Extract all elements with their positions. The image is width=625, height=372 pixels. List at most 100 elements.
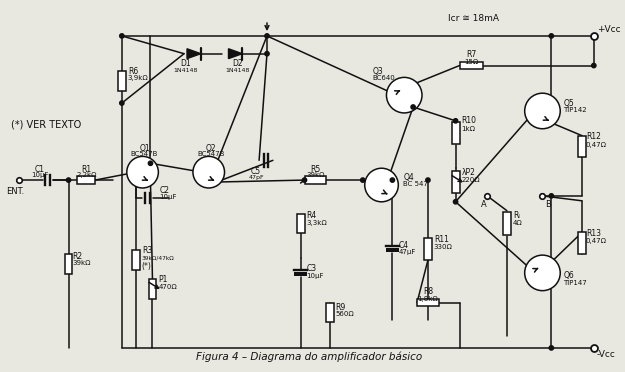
Bar xyxy=(424,238,432,260)
Text: 10μF: 10μF xyxy=(306,273,324,279)
Text: R9: R9 xyxy=(335,303,346,312)
Circle shape xyxy=(361,178,365,182)
Text: R7: R7 xyxy=(466,50,476,59)
Text: R11: R11 xyxy=(434,235,449,244)
Text: 470Ω: 470Ω xyxy=(158,284,177,290)
Text: BC547B: BC547B xyxy=(197,151,224,157)
Text: Q4: Q4 xyxy=(403,173,414,182)
Text: TIP147: TIP147 xyxy=(563,280,587,286)
Text: Rₗ: Rₗ xyxy=(513,211,519,220)
Text: R3: R3 xyxy=(142,246,152,255)
Text: R6: R6 xyxy=(127,67,138,76)
Bar xyxy=(78,176,95,184)
Circle shape xyxy=(592,63,596,68)
Text: 560Ω: 560Ω xyxy=(335,311,354,317)
Circle shape xyxy=(265,51,269,56)
Circle shape xyxy=(119,101,124,105)
Bar xyxy=(132,250,140,270)
Circle shape xyxy=(265,34,269,38)
Bar xyxy=(326,302,334,322)
Text: 39kΩ/47kΩ: 39kΩ/47kΩ xyxy=(142,256,174,260)
Circle shape xyxy=(193,156,224,188)
Bar xyxy=(149,279,156,299)
Text: Q6: Q6 xyxy=(563,271,574,280)
Text: R8: R8 xyxy=(423,287,433,296)
Text: 330Ω: 330Ω xyxy=(434,244,452,250)
Text: R2: R2 xyxy=(72,251,82,261)
Text: +Vcc: +Vcc xyxy=(597,25,621,33)
Text: Q3: Q3 xyxy=(372,67,383,76)
Text: R5: R5 xyxy=(310,165,321,174)
Circle shape xyxy=(549,346,554,350)
Bar xyxy=(452,122,459,144)
Text: C1: C1 xyxy=(35,165,45,174)
Text: 39kΩ: 39kΩ xyxy=(306,172,324,178)
Text: TIP142: TIP142 xyxy=(563,107,587,113)
Circle shape xyxy=(302,178,307,182)
Bar xyxy=(503,212,511,235)
Bar xyxy=(578,232,586,254)
Text: BC547B: BC547B xyxy=(131,151,158,157)
Bar xyxy=(294,272,307,276)
Text: D2: D2 xyxy=(232,59,242,68)
Text: BC 547: BC 547 xyxy=(403,181,428,187)
Text: (*) VER TEXTO: (*) VER TEXTO xyxy=(11,120,81,130)
Text: C4: C4 xyxy=(398,241,408,250)
Bar xyxy=(304,176,326,184)
Circle shape xyxy=(148,161,152,166)
Bar xyxy=(452,171,459,193)
Text: λP2: λP2 xyxy=(461,168,476,177)
Text: P1: P1 xyxy=(158,275,168,284)
Text: Q1: Q1 xyxy=(139,144,150,153)
Text: (*): (*) xyxy=(142,263,152,272)
Circle shape xyxy=(525,255,560,291)
Text: R4: R4 xyxy=(306,211,317,220)
Circle shape xyxy=(390,178,394,182)
Circle shape xyxy=(411,105,415,109)
Text: 47pF: 47pF xyxy=(248,174,264,180)
Text: 1N4148: 1N4148 xyxy=(225,68,249,73)
Bar xyxy=(459,62,483,70)
Text: ENT.: ENT. xyxy=(6,187,24,196)
Text: 2,2kΩ: 2,2kΩ xyxy=(76,172,96,178)
Text: BC640: BC640 xyxy=(372,76,396,81)
Text: 15Ω: 15Ω xyxy=(464,59,479,65)
Text: 10μF: 10μF xyxy=(159,194,177,200)
Text: 47μF: 47μF xyxy=(398,249,416,255)
Bar xyxy=(417,299,439,307)
Circle shape xyxy=(66,178,71,182)
Text: R1: R1 xyxy=(81,165,91,174)
Circle shape xyxy=(549,34,554,38)
Text: Q5: Q5 xyxy=(563,99,574,108)
Circle shape xyxy=(127,156,158,188)
Text: R12: R12 xyxy=(586,132,601,141)
Text: C3: C3 xyxy=(306,264,317,273)
Circle shape xyxy=(540,194,544,198)
Text: C5: C5 xyxy=(251,167,261,176)
Circle shape xyxy=(365,168,398,202)
Bar xyxy=(64,254,72,274)
Text: D1: D1 xyxy=(181,59,191,68)
Text: R13: R13 xyxy=(586,229,601,238)
Text: 3,3kΩ: 3,3kΩ xyxy=(306,219,328,225)
Text: Q2: Q2 xyxy=(206,144,216,153)
Polygon shape xyxy=(187,49,201,59)
Text: A: A xyxy=(481,200,487,209)
Text: 4Ω: 4Ω xyxy=(513,219,522,225)
Text: C2: C2 xyxy=(159,186,169,195)
Bar xyxy=(297,214,304,233)
Bar xyxy=(386,248,399,252)
Bar xyxy=(578,136,586,157)
Circle shape xyxy=(453,119,458,123)
Text: Figura 4 – Diagrama do amplificador básico: Figura 4 – Diagrama do amplificador bási… xyxy=(196,351,422,362)
Text: 220Ω: 220Ω xyxy=(461,177,480,183)
Text: 1kΩ: 1kΩ xyxy=(461,126,476,132)
Circle shape xyxy=(386,77,422,113)
Text: 39kΩ: 39kΩ xyxy=(72,260,91,266)
Text: Icr ≅ 18mA: Icr ≅ 18mA xyxy=(448,14,499,23)
Text: 10μF: 10μF xyxy=(31,172,49,178)
Text: 3,9kΩ: 3,9kΩ xyxy=(127,76,149,81)
Circle shape xyxy=(453,200,458,204)
Circle shape xyxy=(119,34,124,38)
Text: -Vcc: -Vcc xyxy=(597,350,616,359)
